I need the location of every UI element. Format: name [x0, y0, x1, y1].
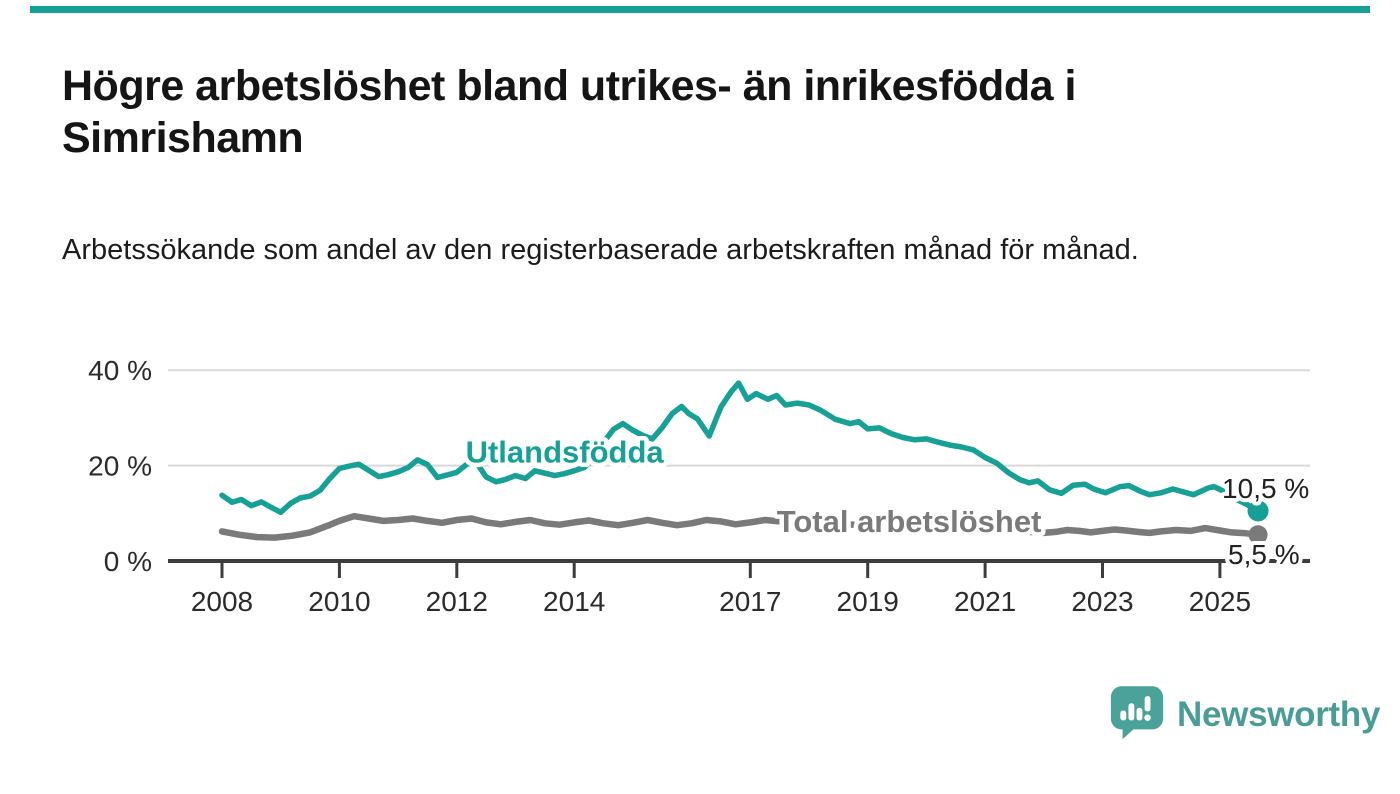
x-tick-label-2012: 2012 [426, 586, 488, 617]
y-tick-label-40: 40 % [88, 355, 152, 386]
x-tick-label-2021: 2021 [954, 586, 1016, 617]
series-label-utlandsf-dda: Utlandsfödda [466, 435, 665, 470]
series-line-utlandsf-dda [219, 380, 1261, 516]
x-tick-label-2014: 2014 [543, 586, 605, 617]
x-tick-label-2023: 2023 [1071, 586, 1133, 617]
x-tick-label-2017: 2017 [719, 586, 781, 617]
end-label-total-arbetsl-shet: 5,5 % [1228, 539, 1300, 570]
brand-name: Newsworthy [1177, 695, 1381, 734]
newsworthy-brand: Newsworthy [1110, 684, 1380, 746]
x-tick-label-2010: 2010 [308, 586, 370, 617]
x-tick-label-2019: 2019 [837, 586, 899, 617]
series-end-dot-utlandsf-dda [1247, 500, 1269, 522]
newsworthy-logo-icon [1110, 686, 1164, 740]
x-tick-label-2025: 2025 [1189, 586, 1251, 617]
brand-accent-bar [30, 6, 1370, 13]
y-tick-label-0: 0 % [104, 546, 152, 577]
series-line-total-arbetsl-shet [218, 512, 1262, 541]
end-label-utlandsf-dda: 10,5 % [1222, 473, 1309, 504]
y-tick-label-20: 20 % [88, 451, 152, 482]
chart-title: Högre arbetslöshet bland utrikes- än inr… [62, 62, 1076, 163]
series-end-dot-total-arbetsl-shet [1248, 525, 1268, 545]
series-label-total-arbetsl-shet: Total arbetslöshet [777, 504, 1042, 539]
chart-subtitle: Arbetssökande som andel av den registerb… [62, 234, 1139, 266]
x-tick-label-2008: 2008 [191, 586, 253, 617]
